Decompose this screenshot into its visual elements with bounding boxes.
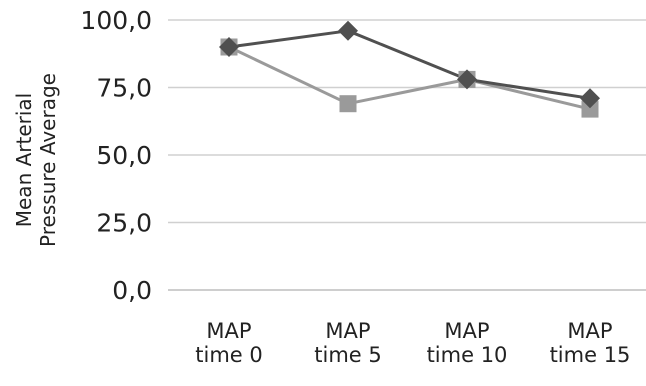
x-category-label-line: time 5 (314, 343, 381, 367)
x-category-label-line: MAP (206, 319, 251, 343)
data-point-diamond (457, 69, 477, 90)
y-axis-title-line: Mean Arterial (12, 93, 36, 228)
y-tick-label: 100,0 (80, 6, 152, 35)
data-point-square (581, 100, 599, 118)
x-category-label-line: MAP (325, 319, 370, 343)
y-tick-label: 0,0 (112, 276, 152, 305)
y-tick-label: 25,0 (96, 209, 152, 238)
y-axis-title-line: Pressure Average (36, 73, 60, 247)
series-line-square (228, 45, 591, 111)
x-category-label-line: MAP (444, 319, 489, 343)
data-point-square (339, 95, 357, 113)
y-axis-title: Mean ArterialPressure Average (12, 73, 60, 247)
x-category-label-line: time 10 (427, 343, 508, 367)
data-point-diamond (580, 88, 600, 109)
data-point-diamond (338, 20, 358, 41)
x-category-label-line: time 0 (195, 343, 262, 367)
x-category-label: MAP time 15 (550, 319, 631, 367)
y-tick-label: 50,0 (96, 141, 152, 170)
series-line-diamond (228, 29, 591, 100)
x-category-label: MAP time 5 (314, 319, 381, 367)
x-category-label: MAP time 0 (195, 319, 262, 367)
gridlines (168, 19, 646, 291)
data-point-diamond (219, 37, 239, 57)
x-category-label: MAP time 10 (427, 319, 508, 367)
x-category-label-line: time 15 (550, 343, 631, 367)
y-axis-tick-labels: 0,0 25,0 50,0 75,0 100,0 (80, 6, 152, 305)
y-axis-title-text: Mean ArterialPressure Average (12, 73, 60, 247)
series (219, 20, 600, 118)
x-category-label-line: MAP (567, 319, 612, 343)
y-tick-label: 75,0 (96, 74, 152, 103)
